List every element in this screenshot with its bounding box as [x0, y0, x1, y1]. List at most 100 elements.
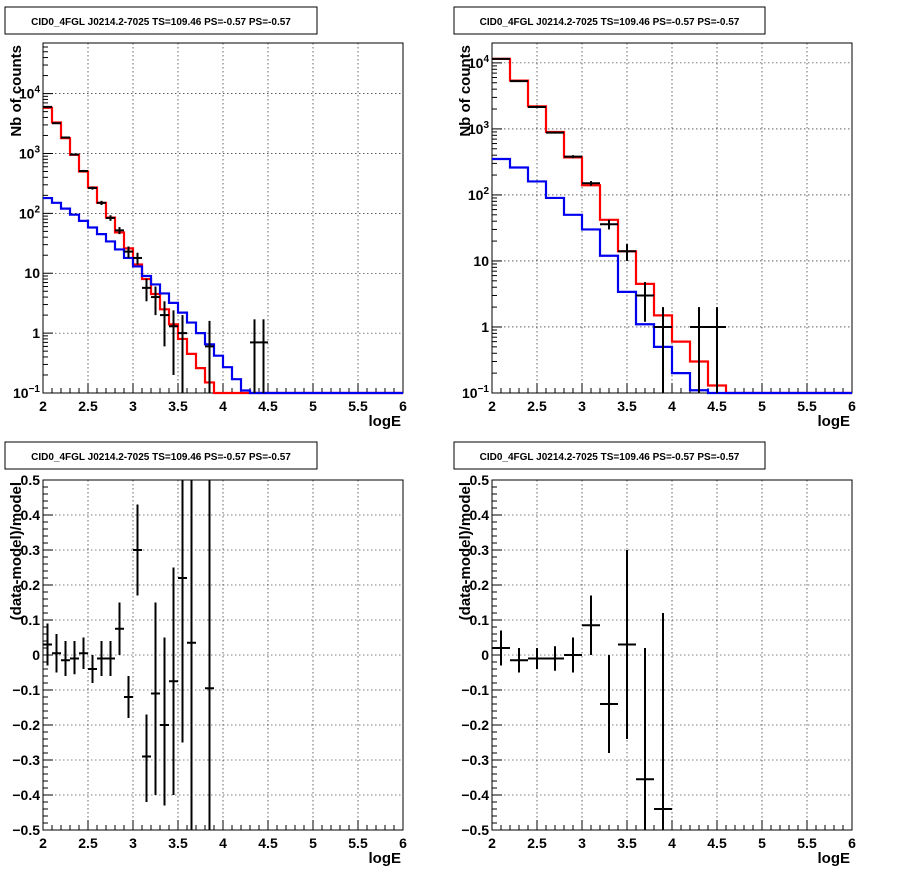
data-point — [618, 550, 636, 739]
x-tick-label: 6 — [848, 398, 856, 414]
y-tick-label: −0.1 — [12, 682, 40, 698]
data-point — [600, 219, 618, 230]
y-axis-title: Nb of counts — [457, 45, 474, 137]
data-point — [636, 281, 654, 322]
data-point — [124, 246, 133, 258]
data-point — [187, 480, 196, 830]
data-point — [115, 227, 124, 235]
data-point — [582, 181, 600, 186]
data-point — [492, 630, 510, 666]
y-tick-label: 10−1 — [13, 384, 40, 401]
y-tick-label: 0.5 — [21, 472, 41, 488]
data-point — [79, 637, 88, 669]
series-points — [492, 57, 726, 393]
data-point — [52, 634, 61, 673]
y-tick-label: −0.2 — [461, 717, 489, 733]
data-point — [564, 637, 582, 673]
data-point — [178, 315, 187, 393]
axis-ticks — [42, 479, 404, 831]
x-tick-label: 5.5 — [348, 835, 368, 851]
y-axis-title: (data-model)/model — [457, 482, 474, 620]
series-step-line — [492, 157, 852, 395]
chart-title-box — [453, 6, 766, 35]
data-point — [510, 80, 528, 83]
data-point — [97, 200, 106, 205]
series-points — [43, 480, 214, 830]
data-point — [510, 648, 528, 673]
data-point — [70, 641, 79, 675]
data-point — [106, 215, 115, 221]
y-tick-label: 104 — [468, 54, 490, 71]
data-point — [564, 155, 582, 159]
x-tick-label: 3.5 — [168, 398, 188, 414]
y-tick-label: 103 — [19, 144, 41, 161]
data-point — [79, 169, 88, 173]
chart-title-box — [4, 441, 318, 470]
x-tick-label: 3.5 — [617, 835, 637, 851]
y-tick-label: −0.4 — [12, 787, 40, 803]
x-tick-label: 2.5 — [527, 835, 547, 851]
x-tick-label: 5.5 — [348, 398, 368, 414]
y-tick-label: 1 — [32, 325, 40, 341]
chart-title: CID0_4FGL J0214.2-7025 TS=109.46 PS=-0.5… — [480, 17, 740, 28]
y-tick-label: 0.3 — [470, 542, 490, 558]
data-point — [151, 602, 160, 795]
x-tick-label: 4.5 — [707, 398, 727, 414]
series-points — [43, 105, 268, 393]
x-tick-label: 3.5 — [617, 398, 637, 414]
data-point — [133, 504, 142, 596]
data-point — [492, 57, 510, 60]
data-point — [205, 480, 214, 830]
data-point — [169, 310, 178, 375]
y-tick-label: 0.2 — [470, 577, 490, 593]
data-point — [654, 307, 672, 393]
data-point — [250, 319, 259, 393]
grid — [42, 479, 404, 831]
y-tick-label: −0.4 — [461, 787, 489, 803]
data-point — [88, 186, 97, 190]
x-tick-label: 2 — [488, 835, 496, 851]
y-tick-label: 0.5 — [470, 472, 490, 488]
data-point — [97, 641, 106, 676]
grid — [491, 479, 853, 831]
data-point — [546, 131, 564, 134]
axis-ticks — [491, 479, 853, 831]
data-point — [259, 319, 268, 393]
x-tick-label: 3 — [578, 835, 586, 851]
data-point — [142, 714, 151, 802]
x-axis-title: logE — [818, 850, 851, 867]
x-tick-label: 5.5 — [797, 835, 817, 851]
chart-title: CID0_4FGL J0214.2-7025 TS=109.46 PS=-0.5… — [31, 452, 291, 463]
y-tick-label: −0.5 — [12, 822, 40, 838]
data-point — [169, 567, 178, 795]
x-tick-label: 2 — [39, 835, 47, 851]
data-point — [528, 105, 546, 109]
y-tick-label: 0.1 — [470, 612, 490, 628]
grid — [42, 43, 404, 394]
x-tick-label: 2.5 — [78, 398, 98, 414]
x-tick-label: 5 — [758, 398, 766, 414]
data-point — [43, 105, 52, 108]
y-tick-label: 10 — [473, 253, 489, 269]
data-point — [582, 595, 600, 655]
x-tick-label: 5 — [758, 835, 766, 851]
y-tick-label: 104 — [19, 85, 41, 102]
y-tick-label: −0.1 — [461, 682, 489, 698]
y-tick-label: −0.3 — [461, 752, 489, 768]
data-point — [43, 623, 52, 666]
chart-title: CID0_4FGL J0214.2-7025 TS=109.46 PS=-0.5… — [480, 452, 740, 463]
chart-panel-1: CID0_4FGL J0214.2-7025 TS=109.46 PS=-0.5… — [4, 6, 407, 430]
x-tick-label: 2.5 — [78, 835, 98, 851]
data-point — [106, 641, 115, 676]
data-point — [654, 613, 672, 830]
data-point — [160, 301, 169, 347]
y-axis-title: Nb of counts — [8, 45, 25, 137]
data-point — [708, 307, 726, 393]
data-point — [205, 320, 214, 393]
chart-title: CID0_4FGL J0214.2-7025 TS=109.46 PS=-0.5… — [31, 17, 291, 28]
axis-ticks — [491, 42, 853, 394]
data-point — [160, 637, 169, 806]
data-point — [115, 602, 124, 655]
data-point — [690, 307, 708, 393]
y-tick-label: −0.2 — [12, 717, 40, 733]
